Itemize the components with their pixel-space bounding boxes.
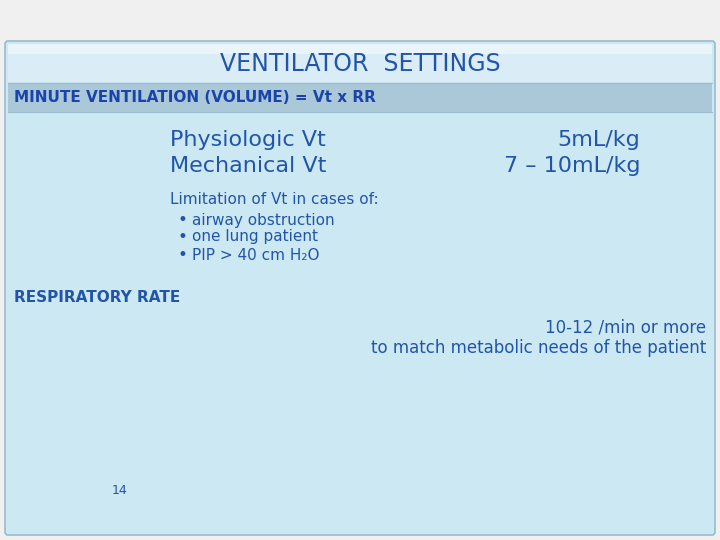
Text: airway obstruction: airway obstruction (192, 213, 335, 227)
Text: 5mL/kg: 5mL/kg (557, 130, 640, 150)
Text: to match metabolic needs of the patient: to match metabolic needs of the patient (371, 339, 706, 357)
Text: 7 – 10mL/kg: 7 – 10mL/kg (503, 156, 640, 176)
Text: 10-12 /min or more: 10-12 /min or more (545, 318, 706, 336)
Bar (8, 44, 712, 54)
Text: Mechanical Vt: Mechanical Vt (170, 156, 326, 176)
FancyBboxPatch shape (5, 41, 715, 535)
Text: 14: 14 (112, 483, 128, 496)
Text: MINUTE VENTILATION (VOLUME) = Vt x RR: MINUTE VENTILATION (VOLUME) = Vt x RR (14, 91, 376, 105)
Text: •: • (178, 211, 188, 229)
Text: •: • (178, 246, 188, 264)
Text: RESPIRATORY RATE: RESPIRATORY RATE (14, 289, 180, 305)
Text: Physiologic Vt: Physiologic Vt (170, 130, 325, 150)
Text: Limitation of Vt in cases of:: Limitation of Vt in cases of: (170, 192, 379, 207)
Bar (8, 84, 712, 112)
Bar (8, 44, 712, 82)
Text: one lung patient: one lung patient (192, 230, 318, 245)
Text: •: • (178, 228, 188, 246)
Text: PIP > 40 cm H₂O: PIP > 40 cm H₂O (192, 247, 320, 262)
Text: VENTILATOR  SETTINGS: VENTILATOR SETTINGS (220, 52, 500, 76)
